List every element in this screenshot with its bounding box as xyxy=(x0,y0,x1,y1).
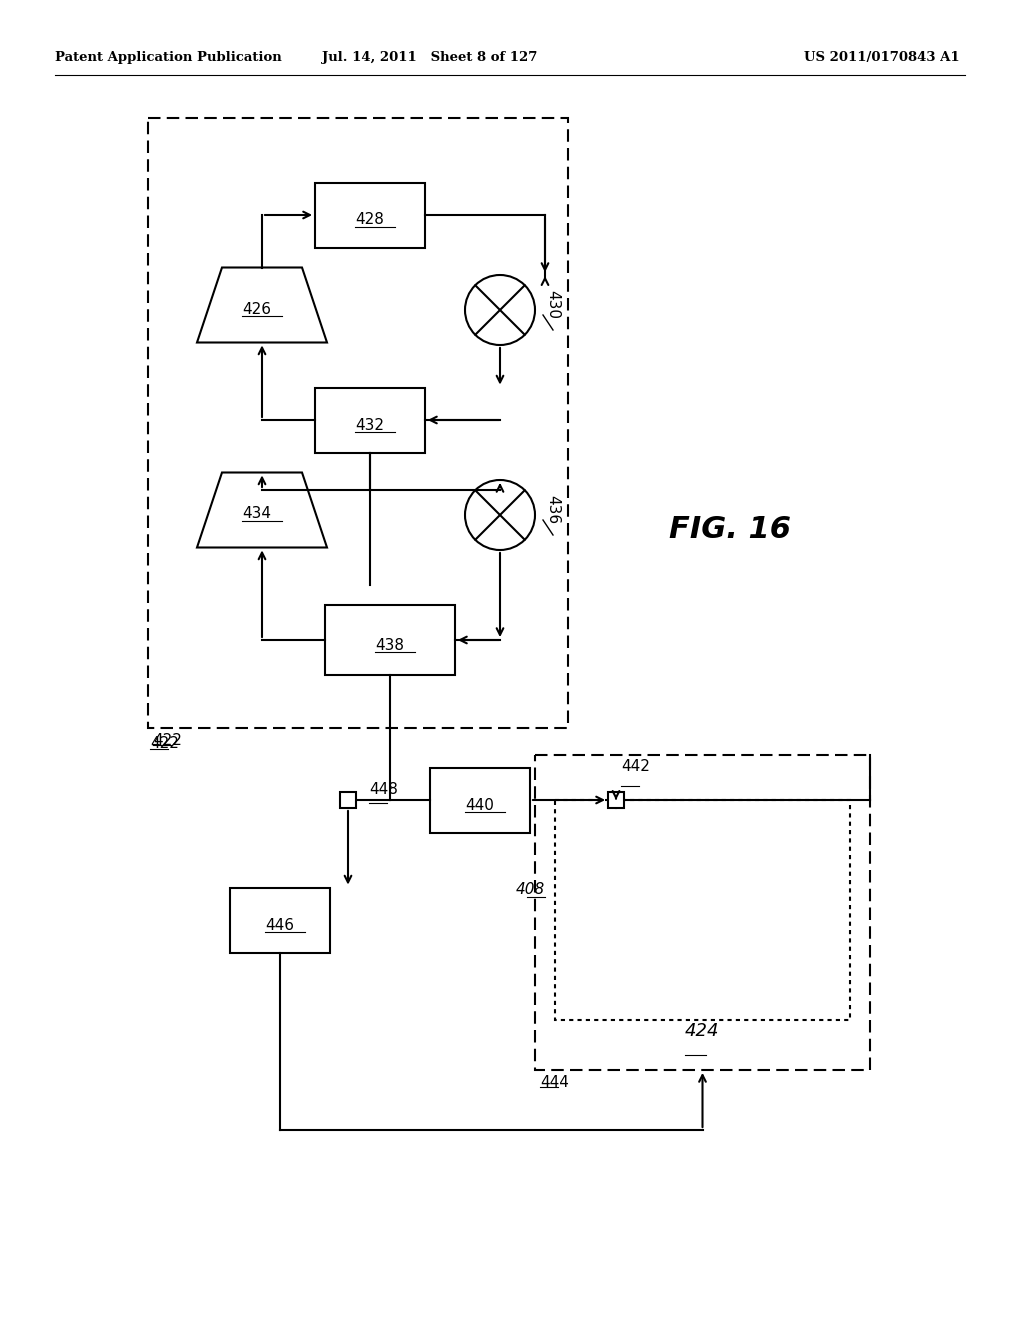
Bar xyxy=(535,755,870,1071)
Bar xyxy=(325,605,455,675)
Text: 442: 442 xyxy=(621,759,650,774)
Text: 422: 422 xyxy=(150,737,179,751)
Text: 438: 438 xyxy=(376,638,404,652)
Circle shape xyxy=(465,275,535,345)
Bar xyxy=(148,117,568,729)
Text: Patent Application Publication: Patent Application Publication xyxy=(55,51,282,65)
Text: 408: 408 xyxy=(516,883,545,898)
Bar xyxy=(608,792,624,808)
Text: 432: 432 xyxy=(355,417,384,433)
Text: 436: 436 xyxy=(545,495,560,524)
Bar xyxy=(315,182,425,248)
Circle shape xyxy=(465,480,535,550)
Text: 446: 446 xyxy=(265,917,295,932)
Text: 424: 424 xyxy=(685,1022,720,1040)
Text: 422: 422 xyxy=(153,733,182,748)
Text: 434: 434 xyxy=(243,507,271,521)
Text: FIG. 16: FIG. 16 xyxy=(669,516,791,544)
Bar xyxy=(315,388,425,453)
Bar xyxy=(555,800,850,1020)
Text: Jul. 14, 2011   Sheet 8 of 127: Jul. 14, 2011 Sheet 8 of 127 xyxy=(323,51,538,65)
Text: 448: 448 xyxy=(369,783,398,797)
Polygon shape xyxy=(197,473,327,548)
Text: US 2011/0170843 A1: US 2011/0170843 A1 xyxy=(805,51,961,65)
Text: 426: 426 xyxy=(243,301,271,317)
Polygon shape xyxy=(197,268,327,342)
Bar xyxy=(230,887,330,953)
Text: 430: 430 xyxy=(545,290,560,319)
Bar xyxy=(430,767,530,833)
Text: 444: 444 xyxy=(540,1074,569,1090)
Text: 428: 428 xyxy=(355,213,384,227)
Text: 440: 440 xyxy=(466,797,495,813)
Bar xyxy=(340,792,356,808)
